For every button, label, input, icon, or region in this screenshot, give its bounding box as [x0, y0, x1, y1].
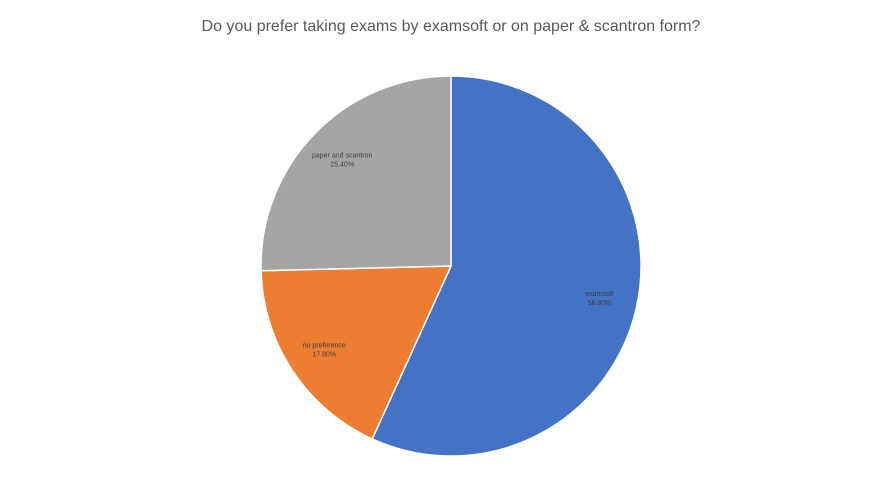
pie-slice [371, 75, 642, 457]
chart-title: Do you prefer taking exams by examsoft o… [202, 18, 701, 35]
slice-label: examsoft [585, 291, 613, 298]
slice-value-label: 17.80% [312, 352, 336, 359]
slice-label: paper and scantron [312, 153, 372, 160]
slice-value-label: 56.80% [588, 300, 612, 307]
pie-slice [260, 75, 452, 272]
slice-value-label: 25.40% [330, 162, 354, 169]
pie-slice [260, 265, 453, 440]
slice-label: no preference [303, 343, 346, 350]
